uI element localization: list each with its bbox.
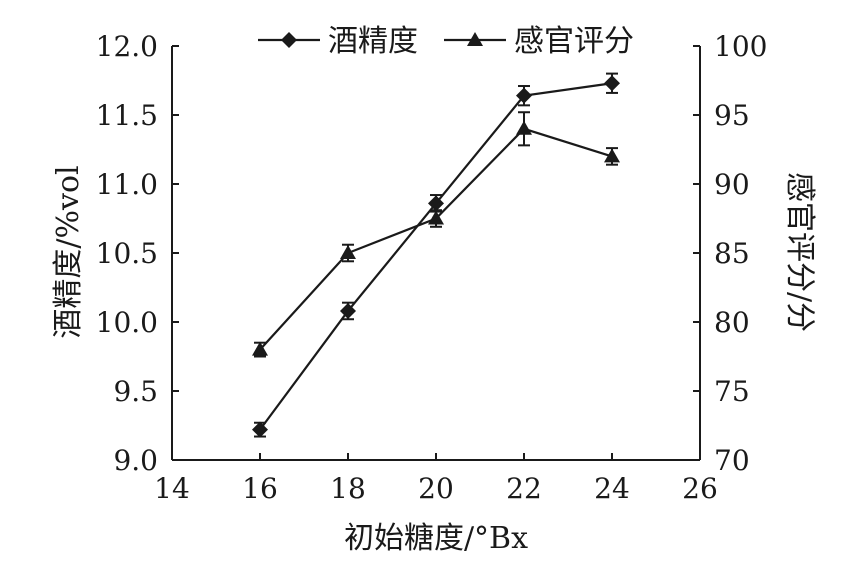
y-right-tick-label: 70 (714, 444, 750, 477)
data-point (340, 302, 356, 319)
x-tick-label: 18 (330, 472, 366, 505)
legend-label: 酒精度 (328, 24, 418, 59)
y-left-tick-label: 11.5 (96, 99, 158, 132)
legend: 酒精度 感官评分 (258, 24, 634, 59)
y-left-tick-label: 12.0 (96, 30, 158, 63)
y-left-tick-label: 11.0 (96, 168, 158, 201)
data-point (428, 195, 444, 212)
data-point (428, 210, 444, 225)
data-point (604, 75, 620, 92)
y-right-tick-label: 95 (714, 99, 750, 132)
legend-label: 感官评分 (514, 24, 634, 59)
x-tick-label: 24 (594, 472, 630, 505)
data-point (516, 87, 532, 104)
x-tick-label: 14 (154, 472, 190, 505)
series-layer (252, 72, 620, 438)
x-tick-label: 20 (418, 472, 454, 505)
legend-marker (281, 32, 297, 48)
y-left-tick-label: 10.0 (96, 306, 158, 339)
data-point (252, 421, 268, 438)
series-line-2 (259, 127, 613, 351)
y-right-tick-label: 85 (714, 237, 750, 270)
y-right-tick-label: 100 (714, 30, 767, 63)
x-tick-label: 16 (242, 472, 278, 505)
y-left-tick-label: 9.0 (113, 444, 158, 477)
y-right-tick-label: 75 (714, 375, 750, 408)
data-point (340, 245, 356, 259)
data-point (252, 341, 268, 356)
data-point (516, 120, 532, 135)
series-line-1 (259, 82, 613, 431)
legend-marker (467, 32, 483, 46)
y-axis-left-title: 酒精度/%vol (51, 165, 86, 338)
x-axis-title: 初始糖度/°Bx (344, 521, 528, 556)
axes: 14 16 18 20 22 24 26 9.0 9.5 10.0 10.5 11.0 11.5 12.0… (96, 30, 768, 505)
y-right-tick-label: 80 (714, 306, 750, 339)
y-right-tick-label: 90 (714, 168, 750, 201)
y-left-tick-label: 9.5 (113, 375, 158, 408)
legend-item-2: 感官评分 (444, 24, 634, 59)
data-point (604, 148, 620, 163)
x-tick-label: 26 (682, 472, 718, 505)
y-left-tick-label: 10.5 (96, 237, 158, 270)
y-axis-right-title: 感官评分/分 (782, 172, 817, 332)
x-tick-label: 22 (506, 472, 542, 505)
legend-item-1: 酒精度 (258, 24, 418, 59)
